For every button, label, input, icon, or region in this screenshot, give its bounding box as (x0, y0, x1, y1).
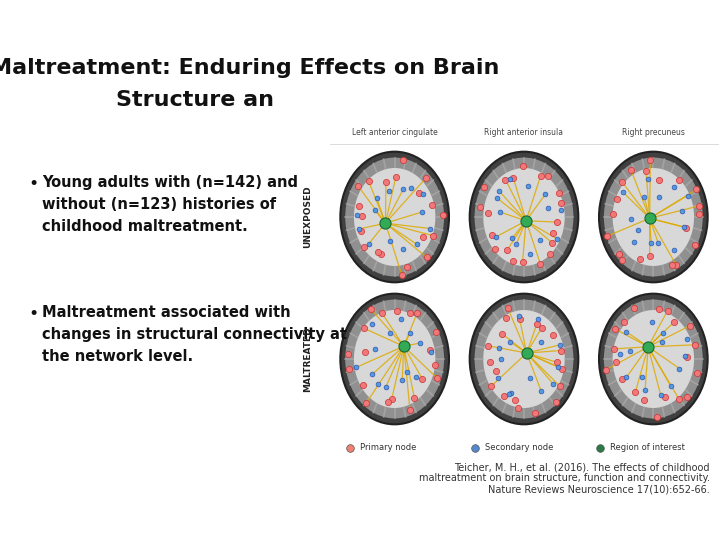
Text: UNEXPOSED: UNEXPOSED (304, 186, 312, 248)
Text: Left anterior cingulate: Left anterior cingulate (352, 128, 438, 137)
Text: Region of interest: Region of interest (610, 443, 685, 453)
Ellipse shape (599, 294, 708, 424)
Ellipse shape (599, 152, 708, 282)
Text: maltreatment on brain structure, function and connectivity.: maltreatment on brain structure, functio… (419, 473, 710, 483)
Ellipse shape (474, 300, 573, 418)
Text: Right anterior insula: Right anterior insula (485, 128, 564, 137)
Text: MALTREATED: MALTREATED (304, 326, 312, 392)
Ellipse shape (604, 158, 703, 276)
Ellipse shape (341, 152, 449, 282)
Ellipse shape (474, 158, 573, 276)
Ellipse shape (469, 152, 578, 282)
Text: Nature Reviews Neuroscience 17(10):652-66.: Nature Reviews Neuroscience 17(10):652-6… (488, 484, 710, 494)
Text: •: • (28, 175, 38, 193)
Text: •: • (28, 305, 38, 323)
Text: Maltreatment associated with
changes in structural connectivity at
the network l: Maltreatment associated with changes in … (42, 305, 347, 364)
Ellipse shape (345, 300, 444, 418)
Text: Young adults with (n=142) and
without (n=123) histories of
childhood maltreatmen: Young adults with (n=142) and without (n… (42, 175, 298, 234)
Ellipse shape (354, 310, 436, 408)
Ellipse shape (613, 168, 694, 266)
Ellipse shape (604, 300, 703, 418)
Text: Maltreatment: Enduring Effects on Brain: Maltreatment: Enduring Effects on Brain (0, 58, 500, 78)
Text: Structure an: Structure an (116, 90, 274, 110)
Text: Right precuneus: Right precuneus (622, 128, 685, 137)
Text: Teicher, M. H., et al. (2016). The effects of childhood: Teicher, M. H., et al. (2016). The effec… (454, 462, 710, 472)
Ellipse shape (345, 158, 444, 276)
Ellipse shape (469, 294, 578, 424)
Ellipse shape (354, 168, 436, 266)
Ellipse shape (613, 310, 694, 408)
Text: Secondary node: Secondary node (485, 443, 554, 453)
Text: Primary node: Primary node (360, 443, 416, 453)
Ellipse shape (483, 168, 564, 266)
Ellipse shape (341, 294, 449, 424)
Ellipse shape (483, 310, 564, 408)
